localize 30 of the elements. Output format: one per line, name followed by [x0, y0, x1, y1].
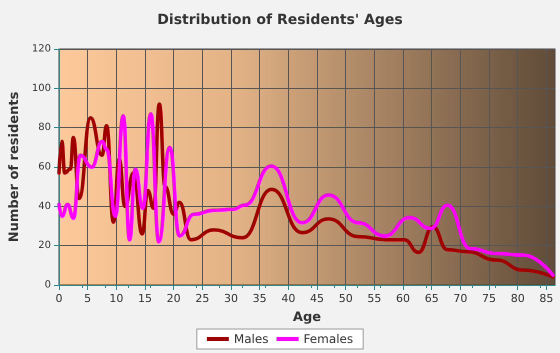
- x-tick-label: 85: [539, 292, 554, 305]
- y-tick-label: 20: [38, 240, 51, 252]
- x-tick-label: 10: [109, 292, 124, 305]
- x-tick-label: 5: [84, 292, 92, 305]
- y-tick-label: 0: [44, 280, 51, 290]
- x-tick-label: 35: [252, 292, 267, 305]
- x-tick-label: 70: [453, 292, 468, 305]
- x-tick-label: 50: [338, 292, 353, 305]
- x-tick-label: 25: [195, 292, 210, 305]
- x-tick-label: 55: [367, 292, 382, 305]
- y-axis-title: Number of residents: [7, 91, 22, 242]
- y-tick-label: 120: [32, 44, 51, 54]
- y-tick-label: 80: [38, 122, 51, 134]
- legend-label: Females: [304, 332, 354, 346]
- y-tick-label: 40: [38, 200, 51, 212]
- y-tick-label: 100: [32, 82, 51, 94]
- x-tick-label: 0: [55, 292, 62, 305]
- x-tick-label: 40: [281, 292, 296, 305]
- legend-label: Males: [234, 332, 269, 346]
- x-tick-label: 45: [310, 292, 324, 305]
- x-tick-label: 65: [424, 292, 439, 305]
- x-tick-label: 20: [166, 292, 181, 305]
- x-tick-label: 15: [138, 292, 152, 305]
- x-axis-title: Age: [292, 310, 322, 325]
- y-tick-label: 60: [38, 162, 51, 172]
- x-tick-label: 80: [510, 292, 525, 305]
- chart-title: Distribution of Residents' Ages: [157, 12, 403, 28]
- x-tick-label: 30: [224, 292, 238, 305]
- x-tick-label: 75: [482, 292, 496, 305]
- x-tick-label: 60: [396, 292, 410, 305]
